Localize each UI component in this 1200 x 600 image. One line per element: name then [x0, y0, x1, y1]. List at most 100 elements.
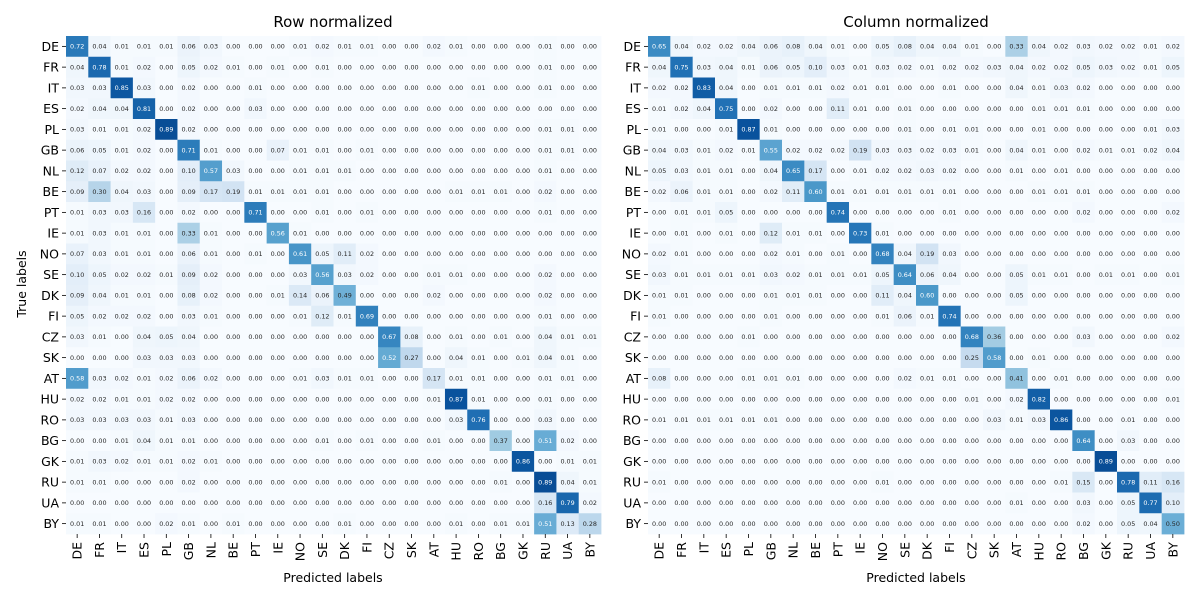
cell-value-label: 0.00	[382, 43, 396, 51]
cell-value-label: 0.00	[1143, 395, 1157, 403]
heatmap-cell	[400, 160, 424, 182]
heatmap-cell	[782, 471, 805, 493]
cell-value-label: 0.00	[560, 395, 574, 403]
cell-value-label: 0.00	[1166, 416, 1180, 424]
cell-value-label: 0.00	[965, 458, 979, 466]
heatmap-cell	[849, 326, 872, 348]
cell-value-label: 0.01	[204, 146, 218, 154]
cell-value-label: 0.00	[248, 292, 262, 300]
x-tick-label: BE	[808, 542, 823, 559]
heatmap-cell	[692, 202, 716, 224]
y-tick-label: GB	[623, 143, 641, 158]
cell-value-label: 0.01	[1032, 271, 1046, 279]
heatmap-cell	[782, 388, 805, 410]
heatmap-cell	[578, 160, 602, 182]
heatmap-cell	[199, 202, 223, 224]
cell-value-label: 0.00	[831, 292, 845, 300]
heatmap-cell	[916, 347, 939, 369]
heatmap-cell	[759, 305, 783, 327]
heatmap-cell	[849, 264, 872, 286]
heatmap-cell	[1161, 160, 1185, 182]
cell-value-label: 0.00	[1032, 375, 1046, 383]
heatmap-cell	[804, 77, 828, 99]
heatmap-cell	[355, 347, 379, 369]
cell-value-label: 0.01	[1143, 126, 1157, 134]
heatmap-cell	[1050, 139, 1073, 161]
heatmap-cell	[938, 368, 962, 390]
heatmap-cell	[444, 77, 468, 99]
heatmap-cell	[511, 388, 535, 410]
cell-value-label: 0.00	[875, 458, 889, 466]
heatmap-cell	[871, 160, 895, 182]
heatmap-cell	[489, 305, 513, 327]
heatmap-cell	[938, 471, 962, 493]
heatmap-cell	[1161, 77, 1185, 99]
cell-value-label: 0.00	[1166, 105, 1180, 113]
heatmap-cell	[960, 36, 984, 58]
heatmap-cell	[1094, 243, 1118, 265]
heatmap-cell	[467, 471, 490, 493]
heatmap-cell	[938, 347, 962, 369]
cell-value-label: 0.00	[471, 63, 485, 71]
heatmap-cell	[1005, 56, 1029, 78]
cell-value-label: 0.02	[315, 43, 329, 51]
cell-value-label: 0.00	[583, 354, 597, 362]
heatmap-cell	[244, 409, 268, 431]
cell-value-label: 0.03	[159, 354, 173, 362]
heatmap-cell	[960, 492, 984, 514]
heatmap-cell	[893, 264, 917, 286]
heatmap-cell	[422, 222, 446, 244]
y-tick-label: PT	[626, 205, 642, 220]
heatmap-cell	[422, 492, 446, 514]
heatmap-cell	[692, 305, 716, 327]
cell-value-label: 0.00	[338, 63, 352, 71]
heatmap-cell	[66, 513, 89, 535]
cell-value-label: 0.01	[449, 43, 463, 51]
heatmap-cell	[893, 77, 917, 99]
cell-value-label: 0.01	[115, 63, 129, 71]
heatmap-cell	[893, 388, 917, 410]
cell-value-label: 0.49	[338, 292, 352, 300]
heatmap-cell	[960, 409, 984, 431]
cell-value-label: 0.00	[831, 354, 845, 362]
heatmap-cell	[155, 139, 178, 161]
cell-value-label: 0.01	[764, 84, 778, 92]
cell-value-label: 0.00	[338, 188, 352, 196]
heatmap-cell	[782, 492, 805, 514]
cell-value-label: 0.64	[1076, 437, 1090, 445]
cell-value-label: 0.03	[449, 416, 463, 424]
cell-value-label: 0.02	[181, 209, 195, 217]
cell-value-label: 0.01	[115, 250, 129, 258]
cell-value-label: 0.00	[159, 167, 173, 175]
heatmap-cell	[444, 285, 468, 307]
cell-value-label: 0.00	[516, 146, 530, 154]
heatmap-cell	[692, 56, 716, 78]
cell-value-label: 0.00	[764, 333, 778, 341]
heatmap-cell	[177, 368, 201, 390]
cell-value-label: 0.01	[115, 437, 129, 445]
cell-value-label: 0.00	[987, 126, 1001, 134]
heatmap-cell	[715, 181, 738, 203]
heatmap-cell	[938, 492, 962, 514]
heatmap-cell	[849, 77, 872, 99]
heatmap-cell	[782, 285, 805, 307]
heatmap-cell	[759, 471, 783, 493]
heatmap-cell	[1117, 264, 1140, 286]
heatmap-cell	[132, 202, 156, 224]
heatmap-cell	[826, 36, 850, 58]
cell-value-label: 0.00	[338, 437, 352, 445]
cell-value-label: 0.00	[449, 312, 463, 320]
cell-value-label: 0.01	[853, 188, 867, 196]
cell-value-label: 0.19	[226, 188, 240, 196]
heatmap-cell	[578, 347, 602, 369]
heatmap-cell	[155, 326, 178, 348]
cell-value-label: 0.02	[137, 167, 151, 175]
heatmap-cell	[578, 181, 602, 203]
cell-value-label: 0.17	[427, 375, 441, 383]
cell-value-label: 0.00	[1143, 229, 1157, 237]
cell-value-label: 0.00	[1032, 312, 1046, 320]
heatmap-cell	[715, 492, 738, 514]
y-tick-label: ES	[625, 101, 641, 116]
cell-value-label: 0.04	[137, 437, 151, 445]
